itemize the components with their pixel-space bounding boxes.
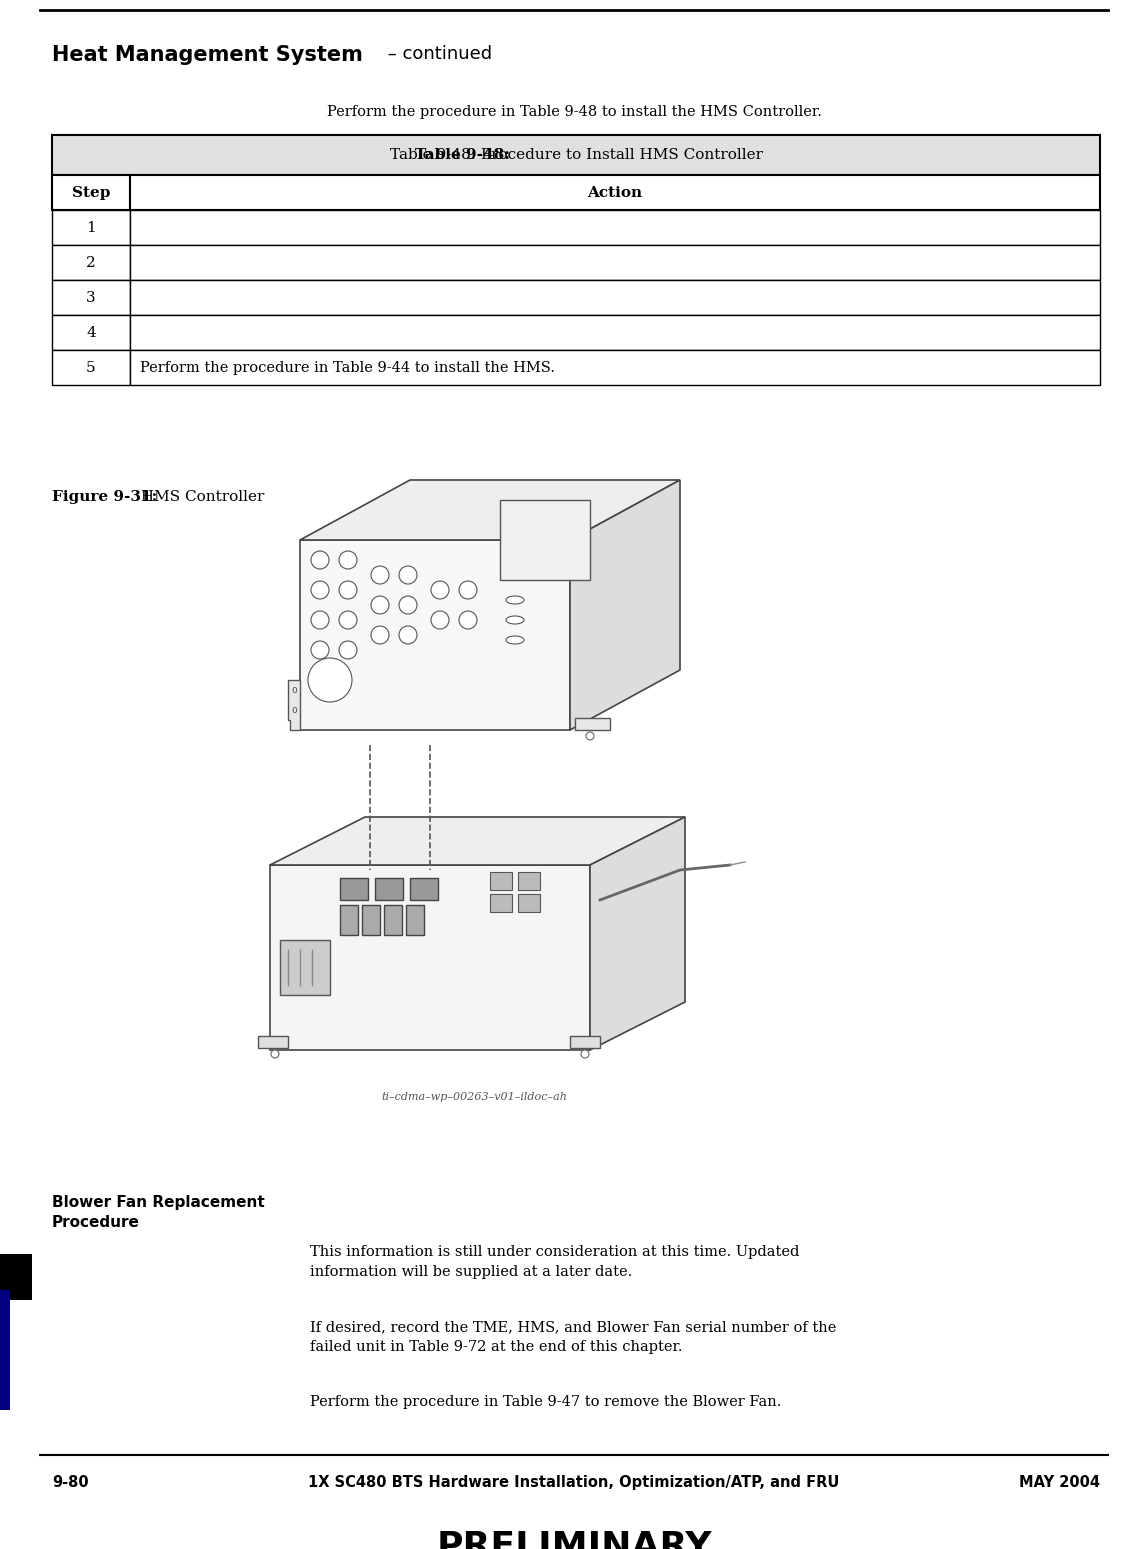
Ellipse shape xyxy=(506,637,523,644)
Text: Perform the procedure in Table 9-48 to install the HMS Controller.: Perform the procedure in Table 9-48 to i… xyxy=(326,105,822,119)
Bar xyxy=(130,350,1100,386)
Bar xyxy=(52,245,130,280)
Bar xyxy=(0,1290,10,1410)
Text: Blower Fan Replacement: Blower Fan Replacement xyxy=(52,1194,265,1210)
Circle shape xyxy=(581,1050,589,1058)
Text: 4: 4 xyxy=(86,325,96,339)
Bar xyxy=(130,314,1100,350)
Polygon shape xyxy=(288,680,300,730)
Circle shape xyxy=(339,610,357,629)
Circle shape xyxy=(430,610,449,629)
Text: 1: 1 xyxy=(86,220,96,234)
Polygon shape xyxy=(270,864,590,1050)
Text: 3: 3 xyxy=(86,291,95,305)
Bar xyxy=(571,1036,600,1049)
Bar xyxy=(258,1036,288,1049)
Bar xyxy=(575,719,610,730)
Polygon shape xyxy=(270,816,685,864)
Circle shape xyxy=(308,658,352,702)
Bar xyxy=(130,245,1100,280)
Bar xyxy=(52,175,130,211)
Bar xyxy=(130,280,1100,314)
Text: failed unit in Table 9-72 at the end of this chapter.: failed unit in Table 9-72 at the end of … xyxy=(310,1340,683,1354)
Polygon shape xyxy=(571,480,680,730)
Circle shape xyxy=(400,565,417,584)
Polygon shape xyxy=(590,816,685,1050)
Text: 9: 9 xyxy=(9,1276,23,1295)
Ellipse shape xyxy=(506,596,523,604)
Bar xyxy=(383,905,402,936)
Text: Figure 9-31:: Figure 9-31: xyxy=(52,489,157,503)
Text: Perform the procedure in Table 9-44 to install the HMS.: Perform the procedure in Table 9-44 to i… xyxy=(140,361,554,375)
Text: 1X SC480 BTS Hardware Installation, Optimization/ATP, and FRU: 1X SC480 BTS Hardware Installation, Opti… xyxy=(309,1475,839,1490)
Circle shape xyxy=(311,610,329,629)
Bar xyxy=(340,905,358,936)
Circle shape xyxy=(459,610,478,629)
Circle shape xyxy=(339,581,357,599)
Circle shape xyxy=(271,1050,279,1058)
Ellipse shape xyxy=(506,617,523,624)
Bar xyxy=(501,500,590,579)
Bar xyxy=(362,905,380,936)
Circle shape xyxy=(459,581,478,599)
Circle shape xyxy=(311,641,329,658)
Text: o: o xyxy=(292,685,297,696)
Circle shape xyxy=(339,551,357,568)
Circle shape xyxy=(311,581,329,599)
Text: 9-80: 9-80 xyxy=(52,1475,88,1490)
Text: If desired, record the TME, HMS, and Blower Fan serial number of the: If desired, record the TME, HMS, and Blo… xyxy=(310,1320,837,1334)
Text: 2: 2 xyxy=(86,256,96,270)
Text: MAY 2004: MAY 2004 xyxy=(1019,1475,1100,1490)
Text: o: o xyxy=(292,705,297,716)
Circle shape xyxy=(400,626,417,644)
Bar xyxy=(0,1255,32,1300)
Bar xyxy=(280,940,329,994)
Bar xyxy=(490,872,512,891)
Bar xyxy=(52,280,130,314)
Circle shape xyxy=(585,733,594,740)
Bar xyxy=(406,905,424,936)
Circle shape xyxy=(311,551,329,568)
Bar xyxy=(130,211,1100,245)
Text: Table 9-48:: Table 9-48: xyxy=(414,149,510,163)
Circle shape xyxy=(430,581,449,599)
Polygon shape xyxy=(300,480,680,541)
Bar xyxy=(130,175,1100,211)
Text: ti–cdma–wp–00263–v01–ildoc–ah: ti–cdma–wp–00263–v01–ildoc–ah xyxy=(381,1092,567,1101)
Bar xyxy=(52,211,130,245)
Text: This information is still under consideration at this time. Updated: This information is still under consider… xyxy=(310,1245,799,1259)
Circle shape xyxy=(339,641,357,658)
Text: Table 9-48: Procedure to Install HMS Controller: Table 9-48: Procedure to Install HMS Con… xyxy=(389,149,762,163)
Bar xyxy=(490,894,512,912)
Text: Heat Management System: Heat Management System xyxy=(52,45,363,65)
Text: HMS Controller: HMS Controller xyxy=(135,489,264,503)
Text: Action: Action xyxy=(588,186,643,200)
Bar xyxy=(518,894,540,912)
Bar xyxy=(52,350,130,386)
Circle shape xyxy=(371,596,389,613)
Bar xyxy=(52,314,130,350)
Bar xyxy=(375,878,403,900)
Circle shape xyxy=(400,596,417,613)
Text: PRELIMINARY: PRELIMINARY xyxy=(436,1530,712,1549)
Circle shape xyxy=(371,626,389,644)
Text: Perform the procedure in Table 9-47 to remove the Blower Fan.: Perform the procedure in Table 9-47 to r… xyxy=(310,1396,782,1410)
Circle shape xyxy=(371,565,389,584)
Text: – continued: – continued xyxy=(382,45,492,64)
Bar xyxy=(518,872,540,891)
Polygon shape xyxy=(300,541,571,730)
Bar xyxy=(340,878,369,900)
Bar xyxy=(410,878,439,900)
Text: information will be supplied at a later date.: information will be supplied at a later … xyxy=(310,1266,633,1279)
Bar xyxy=(52,135,1100,175)
Text: Procedure: Procedure xyxy=(52,1214,140,1230)
Text: 5: 5 xyxy=(86,361,95,375)
Text: Step: Step xyxy=(72,186,110,200)
